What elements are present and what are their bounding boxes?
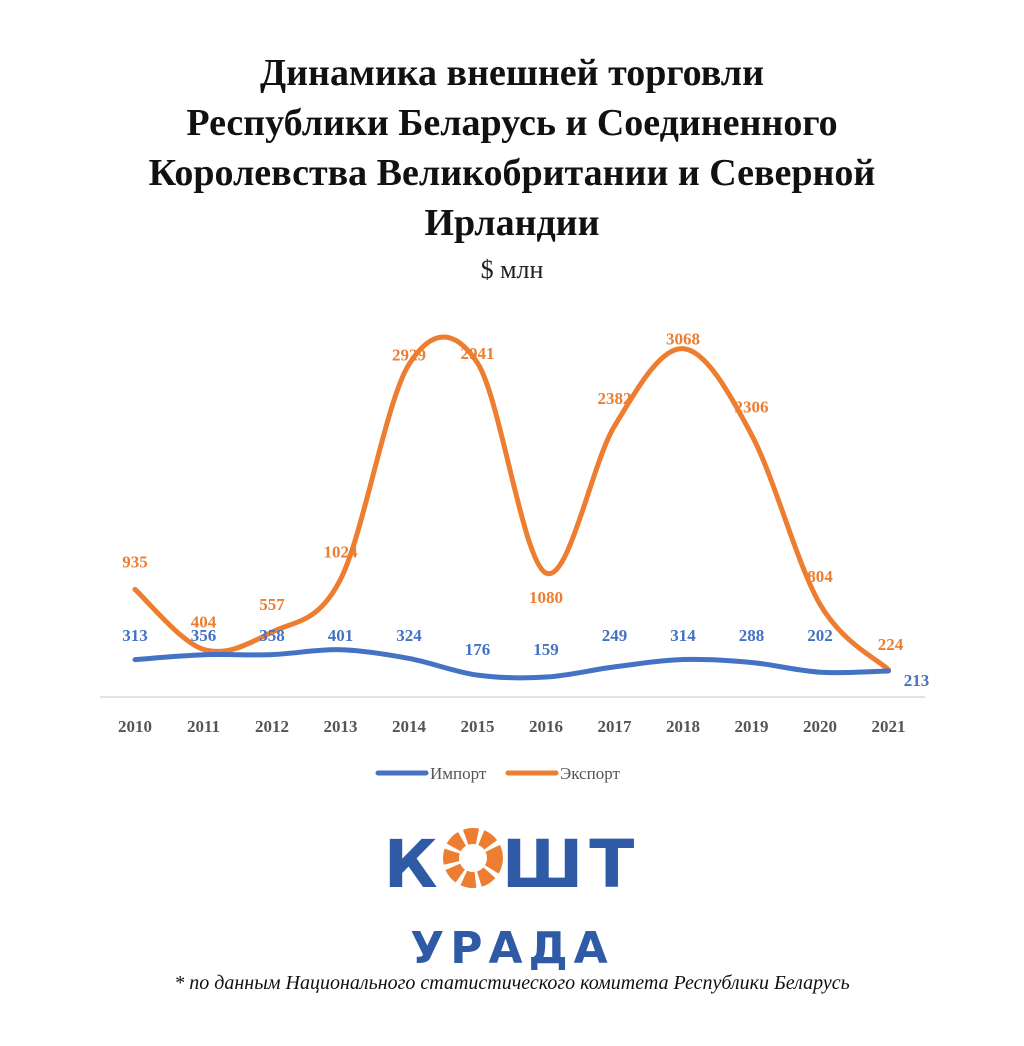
import-data-label: 249 <box>602 626 628 645</box>
chart-unit: $ млн <box>480 255 544 284</box>
logo-main: К ШТ <box>0 825 1024 913</box>
export-data-label: 1024 <box>324 542 359 561</box>
x-tick-label: 2016 <box>529 717 563 736</box>
export-data-label: 557 <box>259 595 285 614</box>
x-tick-label: 2017 <box>598 717 633 736</box>
x-tick-label: 2010 <box>118 717 152 736</box>
import-data-label: 356 <box>191 626 217 645</box>
export-data-label: 3068 <box>666 330 700 349</box>
orange-circle-icon <box>440 825 506 905</box>
chart-title-line-2: Республики Беларусь и Соединенного <box>186 102 838 144</box>
export-data-label: 935 <box>122 552 148 571</box>
import-data-label: 401 <box>328 626 354 645</box>
import-data-label: 314 <box>670 626 696 645</box>
footnote: * по данным Национального статистическог… <box>174 972 850 994</box>
import-data-label: 213 <box>904 671 930 690</box>
x-tick-label: 2011 <box>187 717 220 736</box>
export-data-label: 804 <box>807 567 833 586</box>
export-data-label: 2929 <box>392 345 426 364</box>
export-data-label: 2306 <box>735 398 769 417</box>
x-tick-label: 2013 <box>324 717 358 736</box>
import-data-label: 202 <box>807 626 833 645</box>
import-data-label: 313 <box>122 626 148 645</box>
export-data-label: 2382 <box>598 389 632 408</box>
logo-letter-k: К <box>383 826 444 904</box>
import-data-label: 159 <box>533 640 559 659</box>
legend-label-import: Импорт <box>430 764 487 783</box>
legend-label-export: Экспорт <box>560 764 620 783</box>
logo: К ШТ УРАДА <box>0 825 1024 979</box>
x-tick-label: 2012 <box>255 717 289 736</box>
chart-title-line-4: Ирландии <box>424 202 600 244</box>
import-data-label: 324 <box>396 626 422 645</box>
x-tick-label: 2020 <box>803 717 837 736</box>
x-tick-label: 2015 <box>461 717 495 736</box>
x-tick-label: 2018 <box>666 717 700 736</box>
import-data-label: 176 <box>465 640 491 659</box>
x-tick-label: 2019 <box>735 717 769 736</box>
chart-title-line-1: Динамика внешней торговли <box>260 52 764 94</box>
x-tick-label: 2021 <box>872 717 906 736</box>
logo-letters-sht: ШТ <box>501 826 641 904</box>
export-series-line <box>132 334 891 673</box>
line-chart: 2010 2011 2012 2013 2014 2015 2016 2017 2018 2019… <box>100 330 930 783</box>
x-tick-label: 2014 <box>392 717 427 736</box>
import-series-line <box>132 647 891 681</box>
export-data-label: 404 <box>191 612 217 631</box>
chart-title-line-3: Королевства Великобритании и Северной <box>148 152 876 194</box>
logo-sub: УРАДА <box>410 923 614 974</box>
import-data-label: 288 <box>739 626 765 645</box>
chart-title: Динамика внешней торговли Республики Бел… <box>0 48 1024 248</box>
import-data-label: 358 <box>259 626 285 645</box>
export-data-label: 2941 <box>461 344 495 363</box>
export-data-label: 224 <box>878 635 904 654</box>
export-data-label: 1080 <box>529 588 563 607</box>
